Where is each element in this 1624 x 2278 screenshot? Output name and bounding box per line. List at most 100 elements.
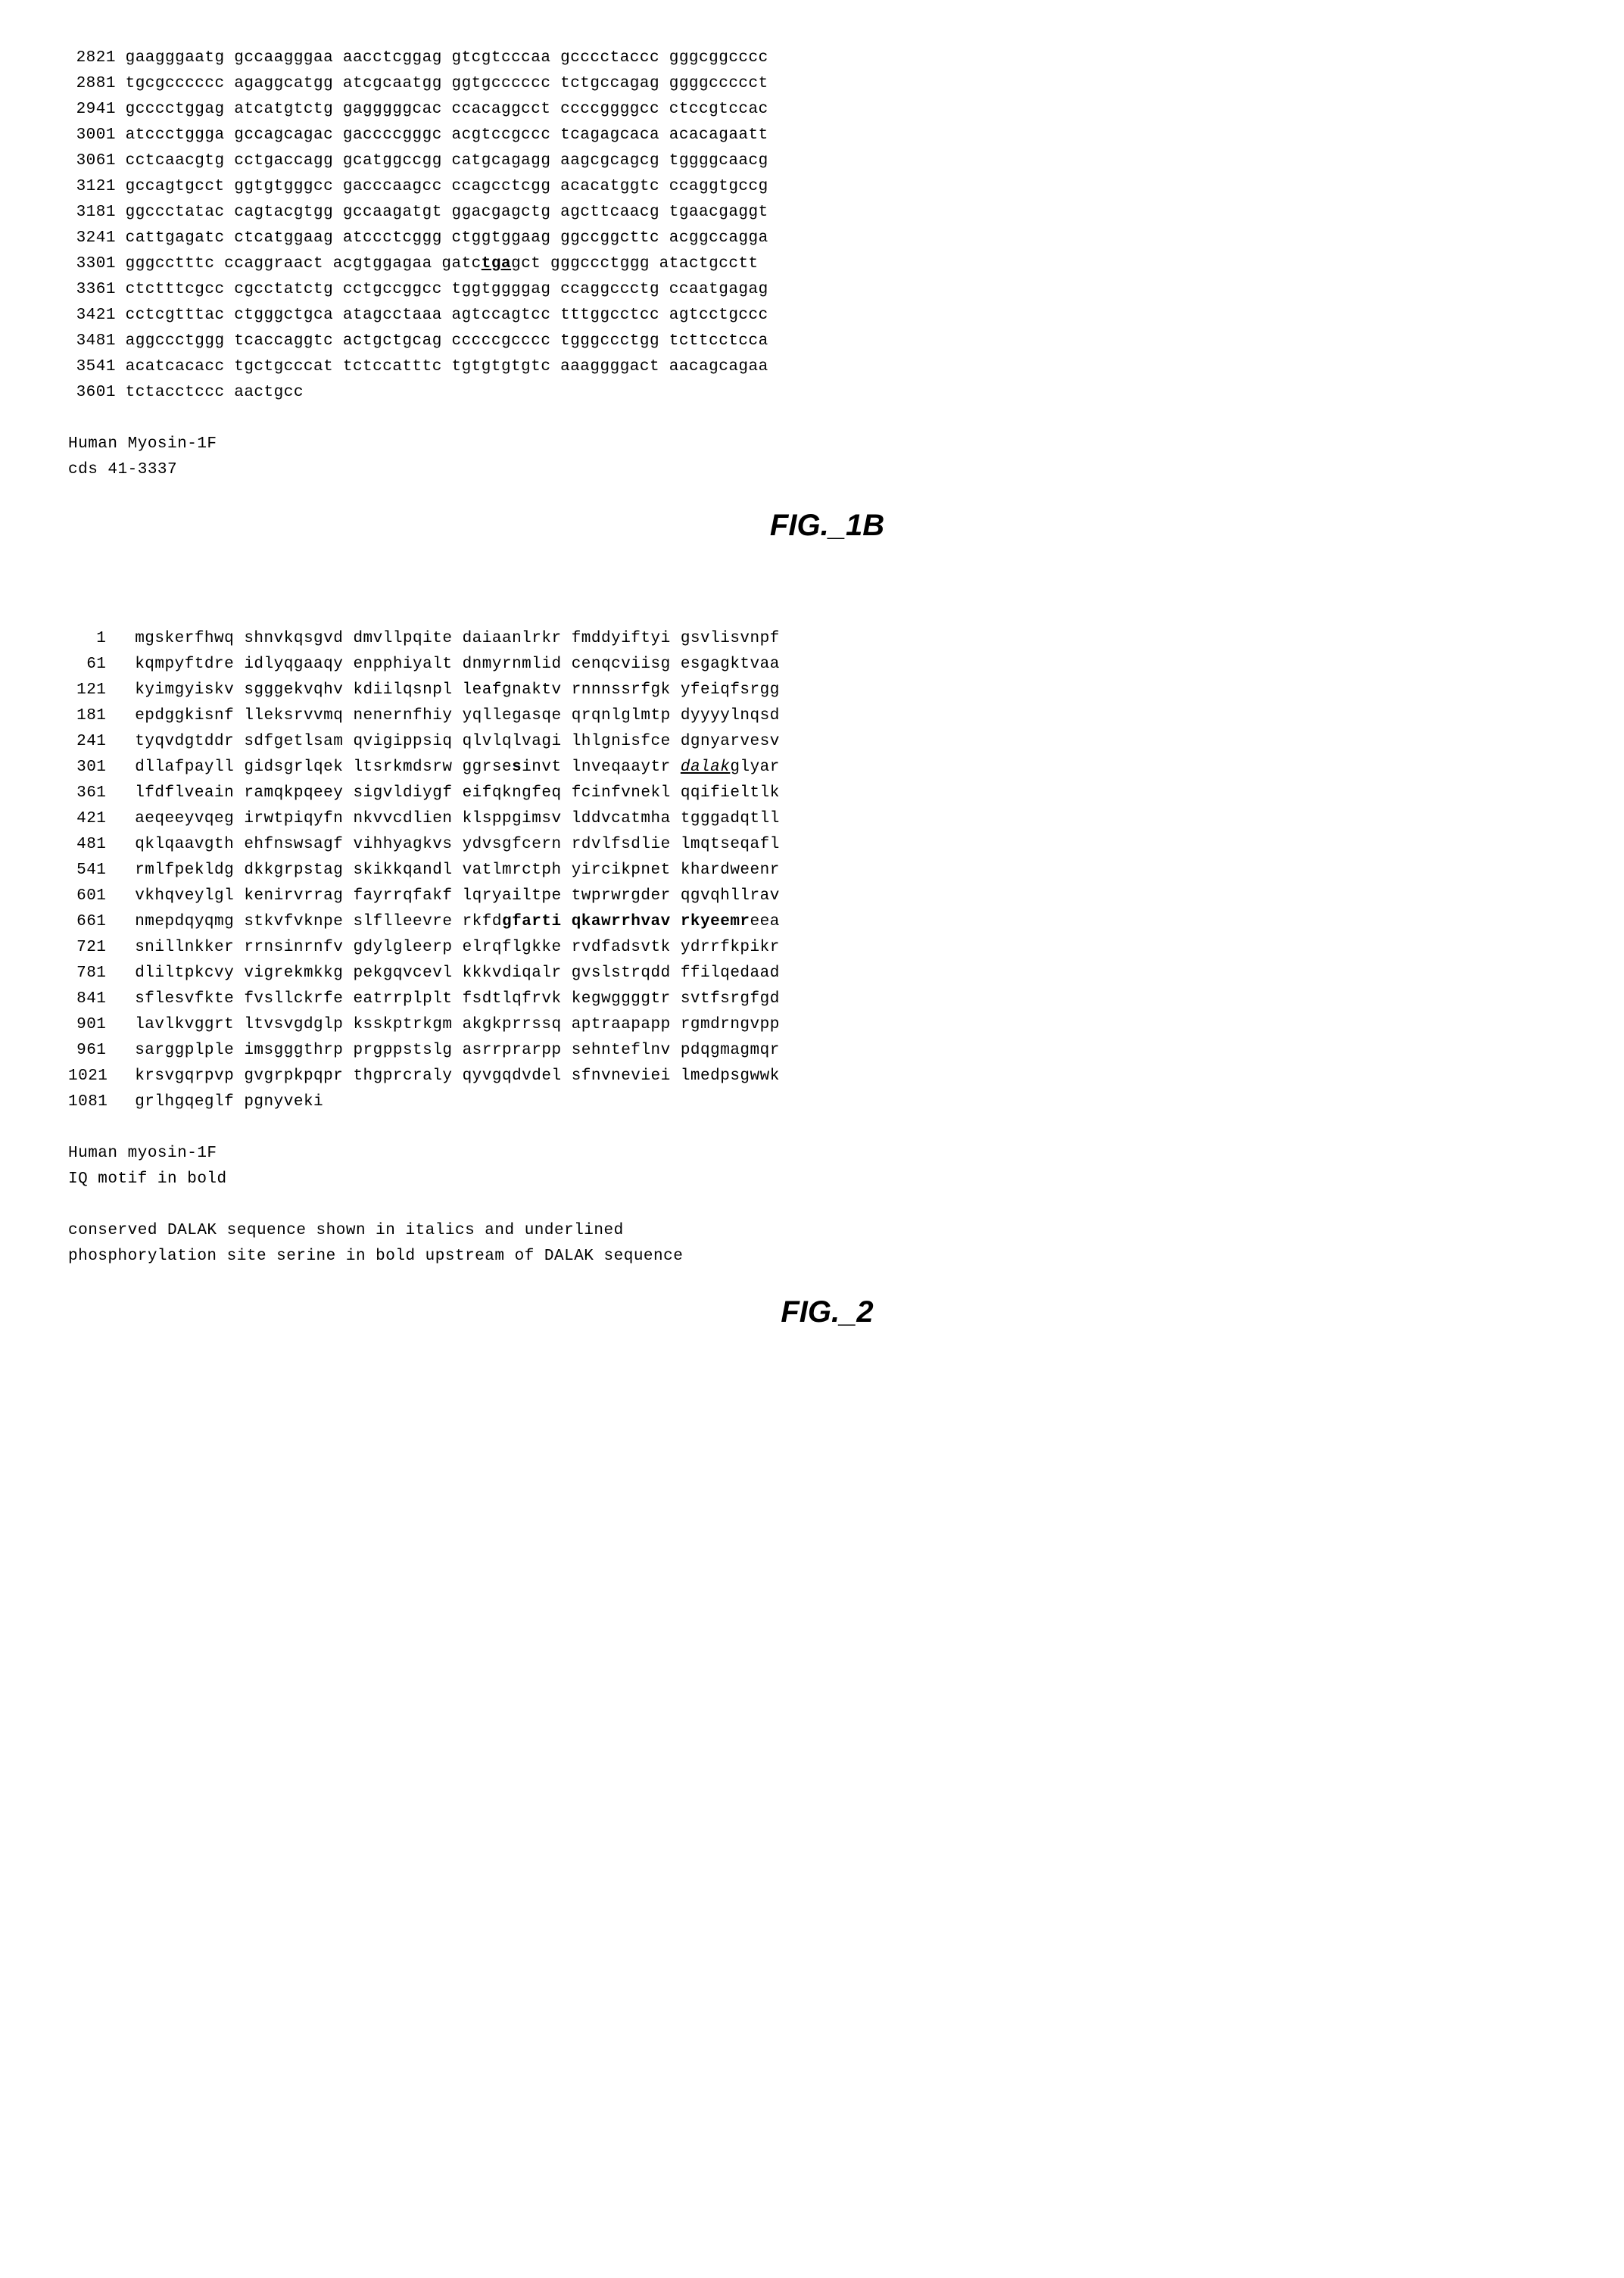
position-label: 781 xyxy=(68,961,106,986)
protein-note-2: IQ motif in bold xyxy=(68,1167,1586,1192)
dna-row: 3121gccagtgcctggtgtgggccgacccaagccccagcc… xyxy=(68,174,1586,200)
dna-row: 3301gggcctttcccaggraactacgtggagaagatctga… xyxy=(68,251,1586,277)
sequence-text: dllafpayll gidsgrlqek ltsrkmdsrw ggrsesi… xyxy=(135,755,780,781)
sequence-segment: cccccgcccc xyxy=(451,329,550,354)
sequence-segment: tcaccaggtc xyxy=(234,329,333,354)
sequence-segment: tttggcctcc xyxy=(560,303,659,329)
position-label: 1 xyxy=(68,626,106,652)
dna-note-1: Human Myosin-1F xyxy=(68,432,1586,457)
sequence-segment: ctggtggaag xyxy=(451,226,550,251)
sequence-segment: atcgcaatgg xyxy=(343,71,442,97)
sequence-segment: agtcctgccc xyxy=(669,303,768,329)
sequence-segment: gacccaagcc xyxy=(343,174,442,200)
protein-note-4: phosphorylation site serine in bold upst… xyxy=(68,1244,1586,1270)
sequence-segment: ggggccccct xyxy=(669,71,768,97)
sequence-segment: ccccggggcc xyxy=(560,97,659,123)
position-label: 3301 xyxy=(68,251,116,277)
protein-row: 1081grlhgqeglf pgnyveki xyxy=(68,1089,1586,1115)
sequence-segment: gcccctggag xyxy=(126,97,225,123)
sequence-segment: ctccgtccac xyxy=(669,97,768,123)
protein-row: 541rmlfpekldg dkkgrpstag skikkqandl vatl… xyxy=(68,858,1586,883)
sequence-segment: tcttcctcca xyxy=(669,329,768,354)
sequence-segment: atccctggga xyxy=(126,123,225,148)
sequence-segment: cctgaccagg xyxy=(234,148,333,174)
sequence-segment: ggtgcccccc xyxy=(451,71,550,97)
dna-row: 3361ctctttcgcccgcctatctgcctgccggcctggtgg… xyxy=(68,277,1586,303)
sequence-segment: ccagcctcgg xyxy=(451,174,550,200)
sequence-segment: aacctcggag xyxy=(343,45,442,71)
protein-row: 361lfdflveain ramqkpqeey sigvldiygf eifq… xyxy=(68,781,1586,806)
position-label: 481 xyxy=(68,832,106,858)
sequence-segment: ccaggraact xyxy=(224,251,323,277)
sequence-segment: actgctgcag xyxy=(343,329,442,354)
protein-row: 421aeqeeyvqeg irwtpiqyfn nkvvcdlien klsp… xyxy=(68,806,1586,832)
protein-row: 721snillnkker rrnsinrnfv gdylgleerp elrq… xyxy=(68,935,1586,961)
sequence-text: qklqaavgth ehfnswsagf vihhyagkvs ydvsgfc… xyxy=(135,832,780,858)
sequence-segment: tgtgtgtgtc xyxy=(451,354,550,380)
sequence-segment: gccagtgcct xyxy=(126,174,225,200)
sequence-text: aeqeeyvqeg irwtpiqyfn nkvvcdlien klsppgi… xyxy=(135,806,780,832)
sequence-segment: ggtgtgggcc xyxy=(234,174,333,200)
sequence-segment: aacagcagaa xyxy=(669,354,768,380)
position-label: 961 xyxy=(68,1038,106,1064)
sequence-segment: atcatgtctg xyxy=(234,97,333,123)
sequence-segment: acgtccgccc xyxy=(451,123,550,148)
sequence-segment: cctcgtttac xyxy=(126,303,225,329)
dna-row: 3241cattgagatcctcatggaagatccctcgggctggtg… xyxy=(68,226,1586,251)
sequence-text: vkhqveylgl kenirvrrag fayrrqfakf lqryail… xyxy=(135,883,780,909)
sequence-segment: tctacctccc xyxy=(126,380,225,406)
sequence-segment: gcccctaccc xyxy=(560,45,659,71)
protein-row: 1021krsvgqrpvp gvgrpkpqpr thgprcraly qyv… xyxy=(68,1064,1586,1089)
sequence-segment: tgctgcccat xyxy=(234,354,333,380)
position-label: 361 xyxy=(68,781,106,806)
sequence-text: dliltpkcvy vigrekmkkg pekgqvcevl kkkvdiq… xyxy=(135,961,780,986)
sequence-segment: aactgcc xyxy=(234,380,304,406)
position-label: 61 xyxy=(68,652,106,678)
sequence-segment: aaaggggact xyxy=(560,354,659,380)
sequence-text: epdggkisnf lleksrvvmq nenernfhiy yqllega… xyxy=(135,703,780,729)
sequence-segment: gccaagatgt xyxy=(343,200,442,226)
sequence-segment: ggccggcttc xyxy=(560,226,659,251)
sequence-text: sarggplple imsgggthrp prgppstslg asrrpra… xyxy=(135,1038,780,1064)
sequence-segment: tgcgcccccc xyxy=(126,71,225,97)
sequence-segment: ccaggtgccg xyxy=(669,174,768,200)
dna-sequence-block: 2821gaagggaatggccaagggaaaacctcggaggtcgtc… xyxy=(68,45,1586,406)
sequence-segment: gcatggccgg xyxy=(343,148,442,174)
position-label: 301 xyxy=(68,755,106,781)
sequence-text: grlhgqeglf pgnyveki xyxy=(135,1089,323,1115)
protein-row: 181epdggkisnf lleksrvvmq nenernfhiy yqll… xyxy=(68,703,1586,729)
sequence-segment: gggccctggg xyxy=(550,251,650,277)
dna-row: 3061cctcaacgtgcctgaccagggcatggccggcatgca… xyxy=(68,148,1586,174)
sequence-segment: gccagcagac xyxy=(234,123,333,148)
sequence-segment: aggccctggg xyxy=(126,329,225,354)
protein-row: 961 sarggplple imsgggthrp prgppstslg asrr… xyxy=(68,1038,1586,1064)
protein-row: 841sflesvfkte fvsllckrfe eatrrplplt fsdt… xyxy=(68,986,1586,1012)
sequence-segment: gaccccgggc xyxy=(343,123,442,148)
position-label: 241 xyxy=(68,729,106,755)
position-label: 3541 xyxy=(68,354,116,380)
position-label: 2941 xyxy=(68,97,116,123)
sequence-segment: agcttcaacg xyxy=(560,200,659,226)
sequence-segment: tggtggggag xyxy=(451,277,550,303)
sequence-text: tyqvdgtddr sdfgetlsam qvigippsiq qlvlqlv… xyxy=(135,729,780,755)
sequence-segment: ctctttcgcc xyxy=(126,277,225,303)
protein-row: 241 tyqvdgtddr sdfgetlsam qvigippsiq qlvl… xyxy=(68,729,1586,755)
dna-row: 3181ggccctataccagtacgtgggccaagatgtggacga… xyxy=(68,200,1586,226)
position-label: 721 xyxy=(68,935,106,961)
sequence-text: kqmpyftdre idlyqgaaqy enpphiyalt dnmyrnm… xyxy=(135,652,780,678)
protein-row: 301 dllafpayll gidsgrlqek ltsrkmdsrw ggrs… xyxy=(68,755,1586,781)
position-label: 3421 xyxy=(68,303,116,329)
dna-row: 2941gcccctggagatcatgtctggagggggcacccacag… xyxy=(68,97,1586,123)
position-label: 3601 xyxy=(68,380,116,406)
sequence-segment: gaagggaatg xyxy=(126,45,225,71)
protein-row: 661nmepdqyqmg stkvfvknpe slflleevre rkfd… xyxy=(68,909,1586,935)
sequence-segment: gggcctttc xyxy=(126,251,215,277)
sequence-segment: cgcctatctg xyxy=(234,277,333,303)
sequence-segment: gtcgtcccaa xyxy=(451,45,550,71)
dna-row: 3541acatcacacctgctgcccattctccatttctgtgtg… xyxy=(68,354,1586,380)
protein-row: 901lavlkvggrt ltvsvgdglp ksskptrkgm akgk… xyxy=(68,1012,1586,1038)
position-label: 121 xyxy=(68,678,106,703)
position-label: 2821 xyxy=(68,45,116,71)
sequence-segment: tctccatttc xyxy=(343,354,442,380)
position-label: 601 xyxy=(68,883,106,909)
